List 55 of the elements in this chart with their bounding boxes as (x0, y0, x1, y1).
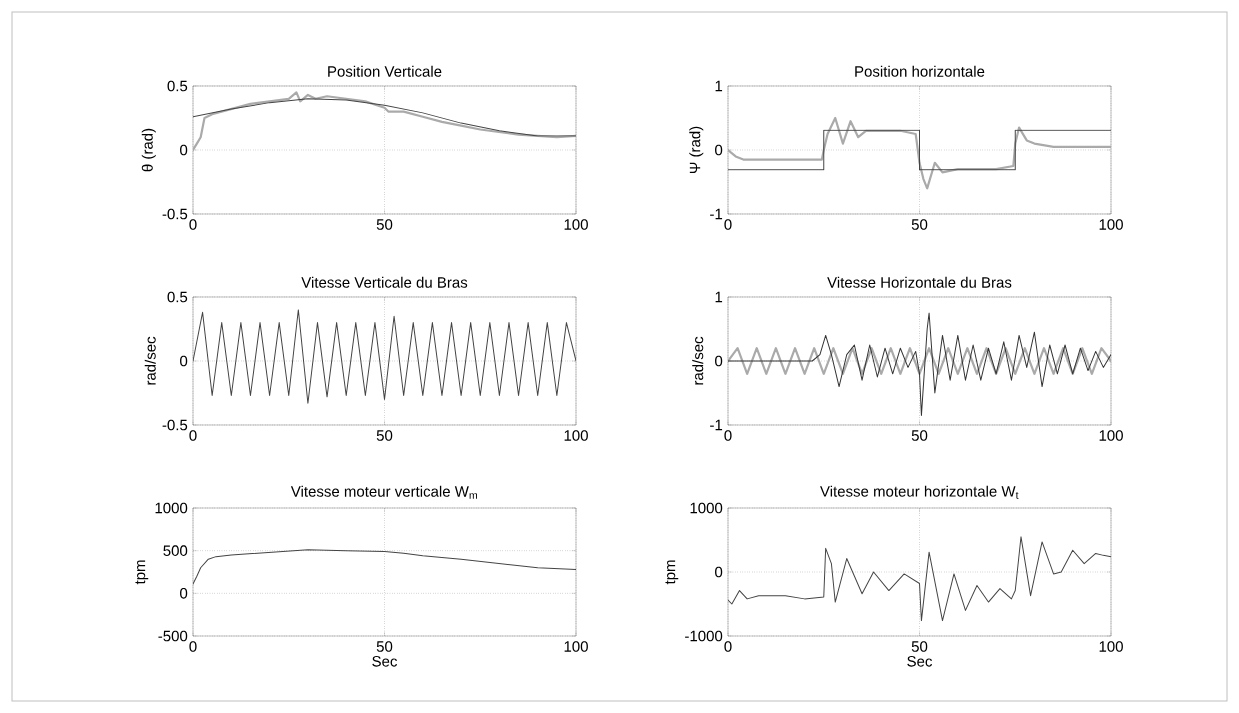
y-axis-title: tpm (665, 560, 679, 585)
x-tick-label: 100 (1099, 219, 1123, 230)
y-tick-label: -0.5 (162, 208, 188, 220)
y-tick-label: -0.5 (162, 419, 188, 431)
x-tick-label: 0 (724, 430, 732, 441)
x-tick-label: 50 (376, 641, 393, 652)
chart-title: Vitesse Verticale du Bras (301, 276, 468, 288)
chart-title: Vitesse Horizontale du Bras (827, 276, 1012, 288)
y-tick-label: 1 (715, 80, 723, 92)
y-axis-title: θ (rad) (141, 128, 156, 172)
x-tick-label: 0 (724, 219, 732, 230)
line-series (728, 536, 1112, 622)
x-tick-label: 100 (564, 430, 588, 441)
y-tick-label: 0 (180, 355, 188, 367)
x-tick-label: 50 (911, 430, 928, 441)
x-tick-label: 100 (1099, 641, 1123, 652)
x-tick-label: 100 (564, 641, 588, 652)
y-tick-label: 0.5 (167, 80, 188, 92)
line-series (728, 312, 1112, 416)
y-axis-title: tpm (135, 560, 149, 585)
chart-title: Vitesse moteur horizontale W$_{t}$ (820, 485, 1019, 499)
y-tick-label: 1000 (690, 502, 723, 514)
x-tick-label: 0 (189, 641, 197, 652)
y-tick-label: 0 (715, 355, 723, 367)
y-axis-title: rad/sec (144, 336, 156, 385)
y-axis-title: Ψ (rad) (689, 126, 704, 174)
y-tick-label: 0 (180, 588, 188, 599)
y-tick-label: -1 (710, 208, 723, 220)
x-tick-label: 0 (189, 430, 197, 441)
x-tick-label: 0 (724, 641, 732, 652)
x-tick-label: 50 (376, 430, 393, 441)
y-tick-label: -1000 (685, 630, 723, 642)
y-tick-label: 0 (715, 566, 723, 578)
x-tick-label: 0 (189, 219, 197, 230)
x-axis-title: Sec (907, 656, 933, 667)
y-tick-label: 1 (715, 291, 723, 303)
line-series (193, 98, 577, 137)
line-series (193, 309, 577, 404)
y-tick-label: 500 (163, 545, 188, 556)
y-axis-title: rad/sec (692, 336, 704, 385)
y-tick-label: 0 (715, 144, 723, 156)
y-tick-label: 0 (180, 144, 188, 156)
chart-title: Position horizontale (855, 65, 985, 77)
y-tick-label: 1000 (155, 502, 188, 514)
x-tick-label: 50 (911, 219, 928, 230)
chart-title: Position Verticale (328, 65, 442, 77)
chart-title: Vitesse moteur verticale W$_{m}$ (290, 485, 477, 499)
y-tick-label: 0.5 (167, 291, 188, 303)
x-tick-label: 50 (911, 641, 928, 652)
x-tick-label: 100 (564, 219, 588, 230)
x-tick-label: 100 (1099, 430, 1123, 441)
x-axis-title: Sec (372, 656, 398, 667)
y-tick-label: -1 (710, 419, 723, 431)
y-tick-label: -500 (158, 630, 188, 642)
x-tick-label: 50 (376, 219, 393, 230)
